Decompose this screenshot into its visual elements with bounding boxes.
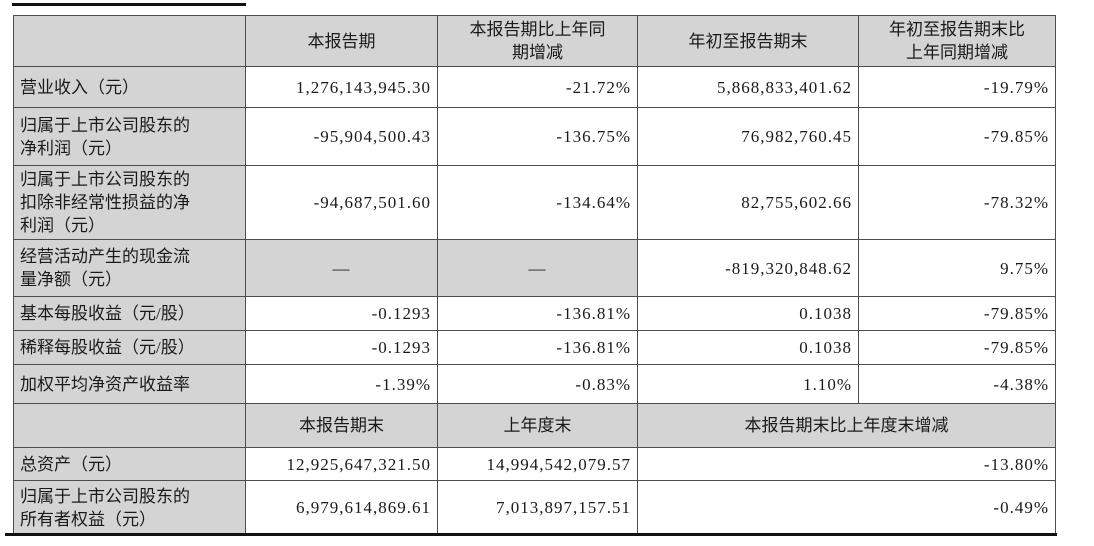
row-label: 归属于上市公司股东的 净利润（元） bbox=[13, 107, 246, 166]
cell-value: -0.83% bbox=[437, 364, 638, 404]
cell-value: 7,013,897,157.51 bbox=[437, 480, 638, 535]
table-row: 稀释每股收益（元/股） -0.1293 -136.81% 0.1038 -79.… bbox=[13, 330, 1056, 365]
header-empty-cell bbox=[13, 15, 246, 67]
cell-value: -0.1293 bbox=[245, 296, 438, 331]
cell-value: -0.49% bbox=[637, 480, 1056, 535]
cell-value: 1.10% bbox=[637, 364, 859, 404]
cell-value: -21.72% bbox=[437, 66, 638, 108]
cell-value: -136.81% bbox=[437, 296, 638, 331]
row-label: 总资产（元） bbox=[13, 447, 246, 481]
table-row: 归属于上市公司股东的 扣除非经常性损益的净 利润（元） -94,687,501.… bbox=[13, 165, 1056, 240]
cell-empty-dash: — bbox=[437, 239, 638, 297]
cell-value: 1,276,143,945.30 bbox=[245, 66, 438, 108]
cell-value: -13.80% bbox=[637, 447, 1056, 481]
header-row-period: 本报告期 本报告期比上年同 期增减 年初至报告期末 年初至报告期末比 上年同期增… bbox=[13, 15, 1056, 67]
table-row: 经营活动产生的现金流 量净额（元） — — -819,320,848.62 9.… bbox=[13, 239, 1056, 297]
cell-value: -136.81% bbox=[437, 330, 638, 365]
header-period-end: 本报告期末 bbox=[245, 403, 438, 448]
bottom-rule bbox=[5, 533, 1057, 536]
cell-value: -0.1293 bbox=[245, 330, 438, 365]
cell-value: 0.1038 bbox=[637, 330, 859, 365]
cell-value: -4.38% bbox=[858, 364, 1056, 404]
row-label: 经营活动产生的现金流 量净额（元） bbox=[13, 239, 246, 297]
header-ytd: 年初至报告期末 bbox=[637, 15, 859, 67]
row-label: 营业收入（元） bbox=[13, 66, 246, 108]
header-prior-yearend: 上年度末 bbox=[437, 403, 638, 448]
row-label: 归属于上市公司股东的 所有者权益（元） bbox=[13, 480, 246, 535]
financial-summary-table: 本报告期 本报告期比上年同 期增减 年初至报告期末 年初至报告期末比 上年同期增… bbox=[13, 15, 1056, 535]
header-current-period-yoy: 本报告期比上年同 期增减 bbox=[437, 15, 638, 67]
cell-value: -1.39% bbox=[245, 364, 438, 404]
header-current-period: 本报告期 bbox=[245, 15, 438, 67]
cell-value: -819,320,848.62 bbox=[637, 239, 859, 297]
table-row: 归属于上市公司股东的 所有者权益（元） 6,979,614,869.61 7,0… bbox=[13, 480, 1056, 535]
cell-value: -94,687,501.60 bbox=[245, 165, 438, 240]
cell-value: 6,979,614,869.61 bbox=[245, 480, 438, 535]
cell-empty-dash: — bbox=[245, 239, 438, 297]
cell-value: 9.75% bbox=[858, 239, 1056, 297]
cell-value: 12,925,647,321.50 bbox=[245, 447, 438, 481]
cell-value: 5,868,833,401.62 bbox=[637, 66, 859, 108]
table-row: 基本每股收益（元/股） -0.1293 -136.81% 0.1038 -79.… bbox=[13, 296, 1056, 331]
top-rule bbox=[12, 3, 246, 6]
table-row: 加权平均净资产收益率 -1.39% -0.83% 1.10% -4.38% bbox=[13, 364, 1056, 404]
cell-value: 0.1038 bbox=[637, 296, 859, 331]
header-period-end-change: 本报告期末比上年度末增减 bbox=[637, 403, 1056, 448]
cell-value: -136.75% bbox=[437, 107, 638, 166]
cell-value: -78.32% bbox=[858, 165, 1056, 240]
table-row: 总资产（元） 12,925,647,321.50 14,994,542,079.… bbox=[13, 447, 1056, 481]
row-label: 归属于上市公司股东的 扣除非经常性损益的净 利润（元） bbox=[13, 165, 246, 240]
row-label: 基本每股收益（元/股） bbox=[13, 296, 246, 331]
row-label: 稀释每股收益（元/股） bbox=[13, 330, 246, 365]
cell-value: -134.64% bbox=[437, 165, 638, 240]
cell-value: 82,755,602.66 bbox=[637, 165, 859, 240]
header-ytd-yoy: 年初至报告期末比 上年同期增减 bbox=[858, 15, 1056, 67]
cell-value: -19.79% bbox=[858, 66, 1056, 108]
cell-value: -79.85% bbox=[858, 330, 1056, 365]
cell-value: -79.85% bbox=[858, 296, 1056, 331]
cell-value: 14,994,542,079.57 bbox=[437, 447, 638, 481]
table-row: 营业收入（元） 1,276,143,945.30 -21.72% 5,868,8… bbox=[13, 66, 1056, 108]
cell-value: -79.85% bbox=[858, 107, 1056, 166]
table-row: 归属于上市公司股东的 净利润（元） -95,904,500.43 -136.75… bbox=[13, 107, 1056, 166]
cell-value: 76,982,760.45 bbox=[637, 107, 859, 166]
cell-value: -95,904,500.43 bbox=[245, 107, 438, 166]
header-empty-cell bbox=[13, 403, 246, 448]
row-label: 加权平均净资产收益率 bbox=[13, 364, 246, 404]
header-row-yearend: 本报告期末 上年度末 本报告期末比上年度末增减 bbox=[13, 403, 1056, 448]
